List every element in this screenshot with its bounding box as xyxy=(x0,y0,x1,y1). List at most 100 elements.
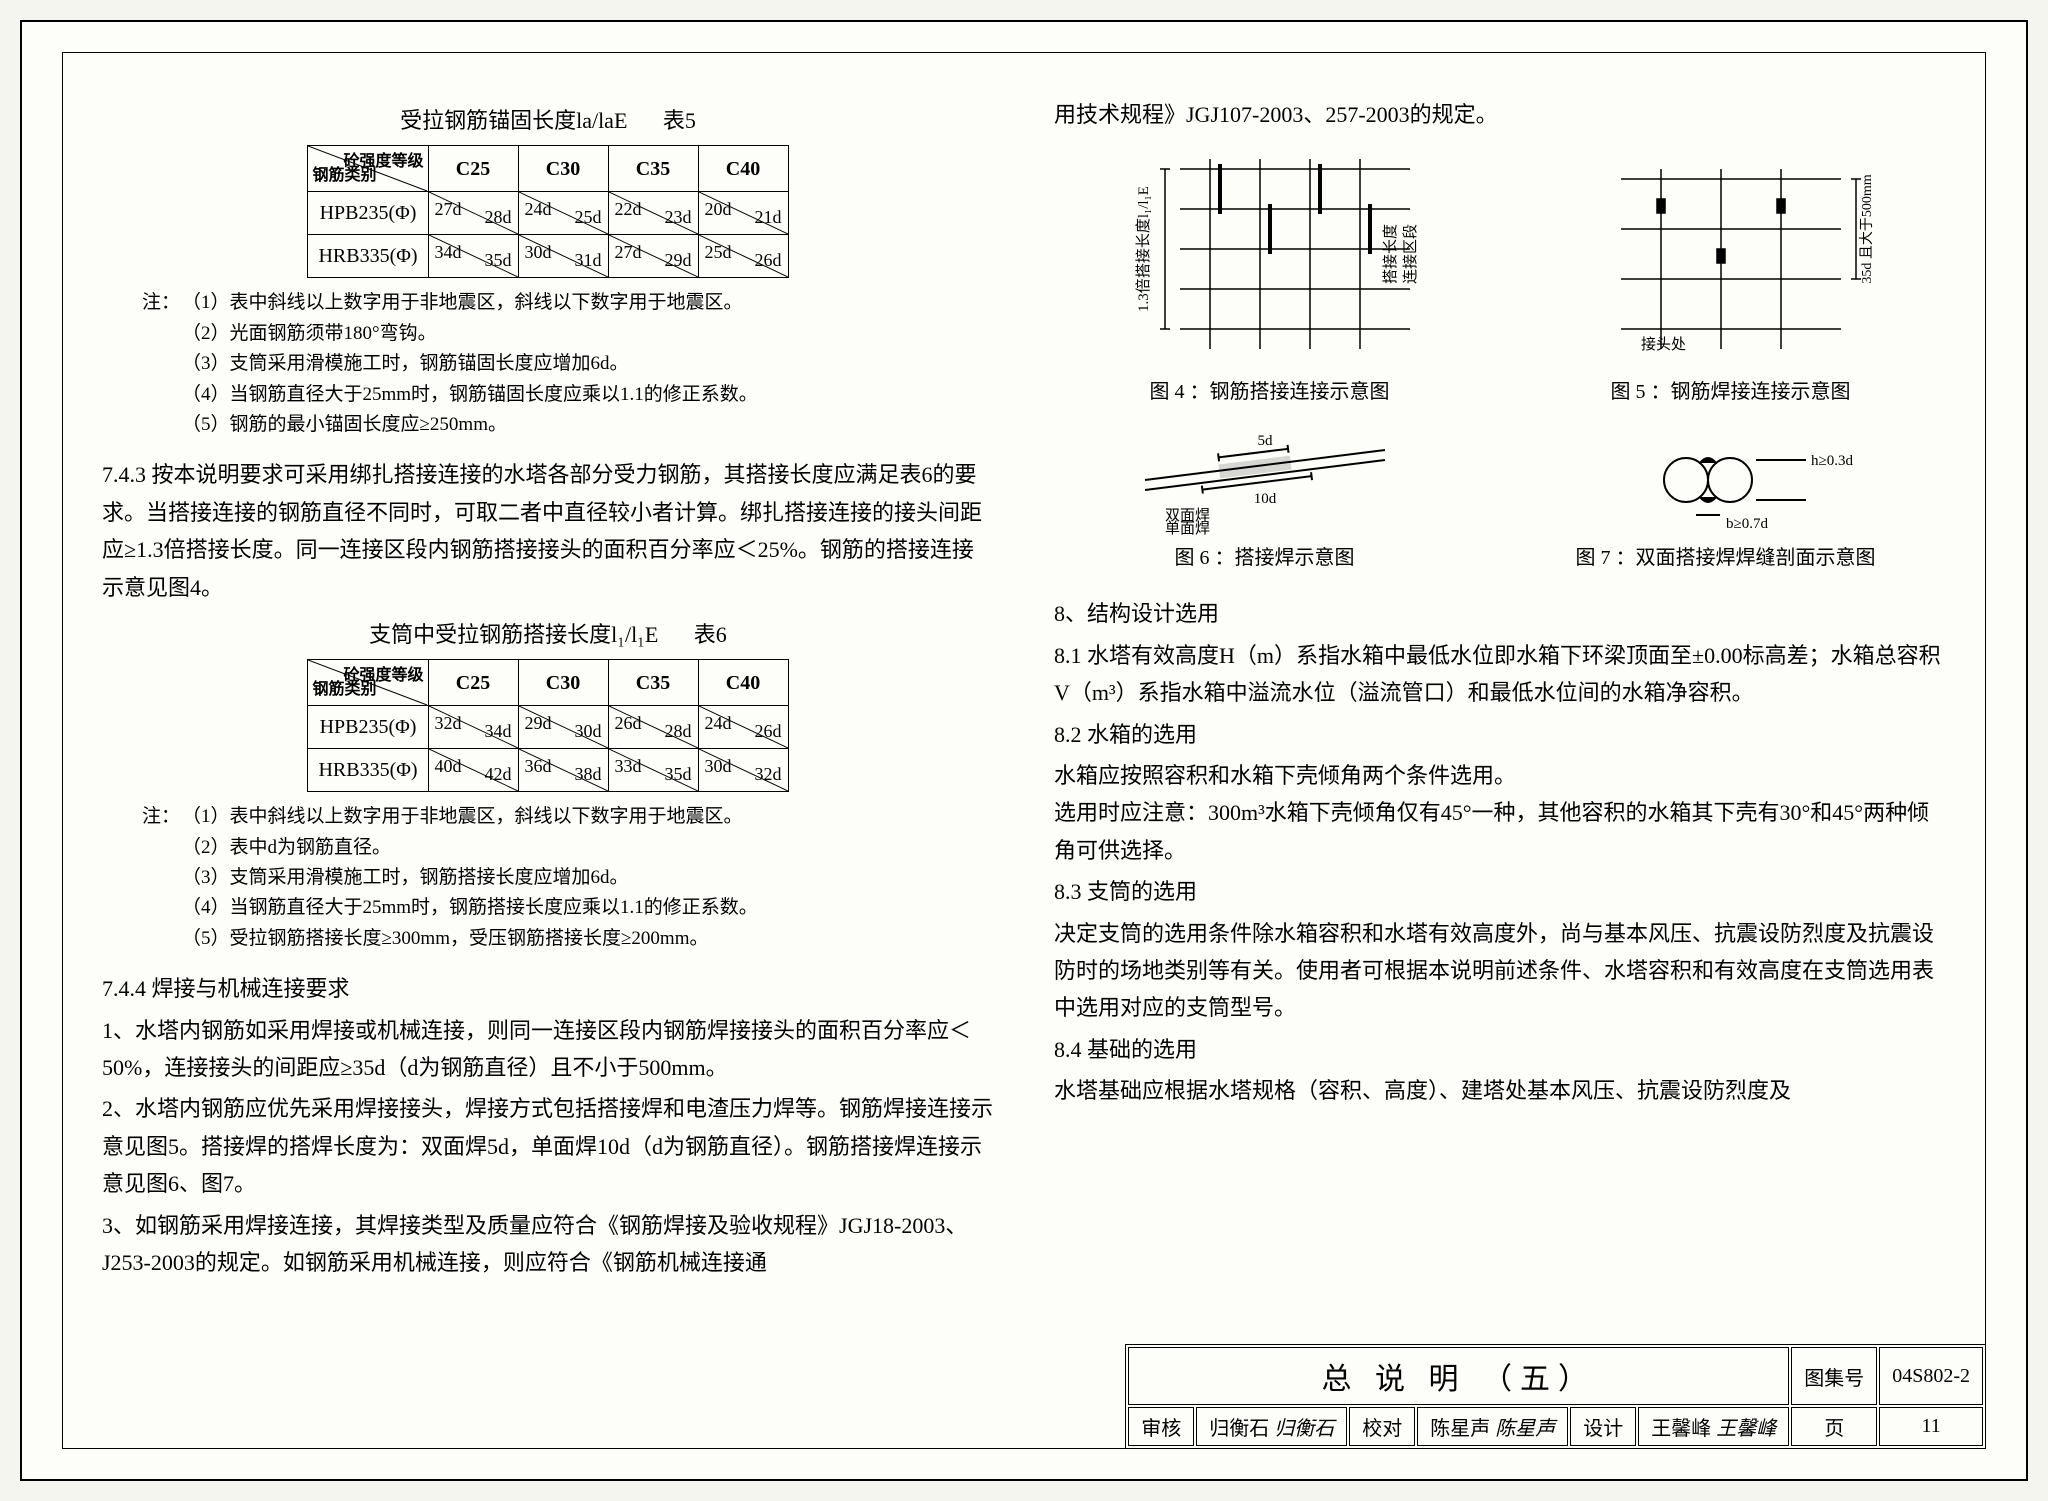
diag-bottom: 钢筋类别 xyxy=(312,676,376,703)
sec-7-4-4-item: 3、如钢筋采用焊接连接，其焊接类型及质量应符合《钢筋焊接及验收规程》JGJ18-… xyxy=(102,1207,994,1282)
cell: 30d32d xyxy=(698,749,788,792)
atlas-value: 04S802-2 xyxy=(1879,1347,1983,1405)
sec-8-3-title: 8.3 支筒的选用 xyxy=(1054,873,1946,910)
para-7-4-3: 7.4.3 按本说明要求可采用绑扎搭接连接的水塔各部分受力钢筋，其搭接长度应满足… xyxy=(102,456,994,606)
table5-title-row: 受拉钢筋锚固长度la/laE 表5 xyxy=(102,102,994,139)
fig6-dim2: 10d xyxy=(1253,491,1276,507)
sec-8-4-title: 8.4 基础的选用 xyxy=(1054,1031,1946,1068)
figure-7: h≥0.3d b≥0.7d 图 7 ：双面搭接焊焊缝剖面示意图 xyxy=(1576,425,1876,575)
table-row: HRB335(Φ) 34d35d 30d31d 27d29d 25d26d xyxy=(308,235,788,278)
note-item: （2）光面钢筋须带180°弯钩。 xyxy=(182,319,437,349)
note-item: （2）表中d为钢筋直径。 xyxy=(182,833,391,863)
fig4-label2: 连接区段 xyxy=(1402,224,1419,284)
row-label: HPB235(Φ) xyxy=(308,706,428,749)
sec-8-title: 8、结构设计选用 xyxy=(1054,595,1946,632)
checker-signature: 陈星声 xyxy=(1495,1418,1555,1440)
table5-notes: 注：（1）表中斜线以上数字用于非地震区，斜线以下数字用于地震区。 （2）光面钢筋… xyxy=(142,288,994,440)
figure-row-2: 5d 10d 双面焊 单面焊 图 6 ：搭接焊示意图 xyxy=(1054,425,1946,575)
sec-8-2-body: 水箱应按照容积和水箱下壳倾角两个条件选用。 选用时应注意：300m³水箱下壳倾角… xyxy=(1054,757,1946,869)
row-label: HRB335(Φ) xyxy=(308,749,428,792)
cell: 36d38d xyxy=(518,749,608,792)
fig6-dim1: 5d xyxy=(1257,433,1273,449)
checker-name: 陈星声 xyxy=(1430,1418,1490,1440)
col-header: C30 xyxy=(518,146,608,192)
table5-title: 受拉钢筋锚固长度la/laE xyxy=(400,108,627,133)
sec-8-1: 8.1 水塔有效高度H（m）系指水箱中最低水位即水箱下环梁顶面至±0.00标高差… xyxy=(1054,637,1946,712)
cell: 27d28d xyxy=(428,192,518,235)
diag-bottom: 钢筋类别 xyxy=(312,162,376,189)
note-item: （5）受拉钢筋搭接长度≥300mm，受压钢筋搭接长度≥200mm。 xyxy=(182,924,708,954)
cell: 26d28d xyxy=(608,706,698,749)
table6-label: 表6 xyxy=(694,622,727,647)
reviewer-name: 归衡石 xyxy=(1209,1418,1269,1440)
col-header: C25 xyxy=(428,660,518,706)
figure-row-1: 1.3倍搭接长度l₁/l₁E 搭接长度 连接区段 图 4 ：钢筋搭接连接示意图 xyxy=(1054,149,1946,409)
table5: 砼强度等级 钢筋类别 C25 C30 C35 C40 HPB235(Φ) 27d… xyxy=(307,145,788,278)
page-number: 11 xyxy=(1879,1407,1983,1446)
cell: 22d23d xyxy=(608,192,698,235)
fig5-label1: 接头处 xyxy=(1641,336,1686,353)
fig4-ylabel: 1.3倍搭接长度l₁/l₁E xyxy=(1135,186,1152,312)
cell: 30d31d xyxy=(518,235,608,278)
figure-4: 1.3倍搭接长度l₁/l₁E 搭接长度 连接区段 图 4 ：钢筋搭接连接示意图 xyxy=(1120,149,1420,409)
col-header: C30 xyxy=(518,660,608,706)
fig4-svg: 1.3倍搭接长度l₁/l₁E 搭接长度 连接区段 xyxy=(1120,149,1420,369)
note-item: （5）钢筋的最小锚固长度应≥250mm。 xyxy=(182,410,507,440)
col-header: C35 xyxy=(608,660,698,706)
reviewer-signature: 归衡石 xyxy=(1274,1418,1334,1440)
sec-7-4-4-item: 2、水塔内钢筋应优先采用焊接接头，焊接方式包括搭接焊和电渣压力焊等。钢筋焊接连接… xyxy=(102,1090,994,1202)
fig7-dim2: b≥0.7d xyxy=(1726,516,1768,532)
note-item: （4）当钢筋直径大于25mm时，钢筋搭接长度应乘以1.1的修正系数。 xyxy=(182,893,758,923)
note-item: （3）支筒采用滑模施工时，钢筋锚固长度应增加6d。 xyxy=(182,349,629,379)
cell: 24d26d xyxy=(698,706,788,749)
checker-cell: 陈星声 陈星声 xyxy=(1417,1407,1568,1446)
cell: 24d25d xyxy=(518,192,608,235)
review-label: 审核 xyxy=(1128,1407,1194,1446)
fig5-caption: 图 5 ：钢筋焊接连接示意图 xyxy=(1581,375,1881,409)
table-row: HRB335(Φ) 40d42d 36d38d 33d35d 30d32d xyxy=(308,749,788,792)
page-label: 页 xyxy=(1791,1407,1877,1446)
sec-7-4-4-title: 7.4.4 焊接与机械连接要求 xyxy=(102,970,994,1007)
cell: 27d29d xyxy=(608,235,698,278)
note-item: （3）支筒采用滑模施工时，钢筋搭接长度应增加6d。 xyxy=(182,863,629,893)
col-header: C40 xyxy=(698,660,788,706)
designer-name: 王馨峰 xyxy=(1651,1418,1711,1440)
sec-8-3-body: 决定支筒的选用条件除水箱容积和水塔有效高度外，尚与基本风压、抗震设防烈度及抗震设… xyxy=(1054,915,1946,1027)
fig6-svg: 5d 10d 双面焊 单面焊 xyxy=(1125,425,1405,535)
note-item: （1）表中斜线以上数字用于非地震区，斜线以下数字用于地震区。 xyxy=(182,802,743,832)
sec-8-2-title: 8.2 水箱的选用 xyxy=(1054,716,1946,753)
cell: 34d35d xyxy=(428,235,518,278)
drawing-sheet: 受拉钢筋锚固长度la/laE 表5 砼强度等级 钢筋类别 C25 C30 C35… xyxy=(20,20,2028,1481)
fig7-dim1: h≥0.3d xyxy=(1811,453,1853,469)
title-block: 总 说 明 （五） 图集号 04S802-2 审核 归衡石 归衡石 校对 陈星声… xyxy=(1125,1344,1986,1449)
table6-notes: 注：（1）表中斜线以上数字用于非地震区，斜线以下数字用于地震区。 （2）表中d为… xyxy=(142,802,994,954)
cell: 29d30d xyxy=(518,706,608,749)
designer-signature: 王馨峰 xyxy=(1716,1418,1776,1440)
table5-label: 表5 xyxy=(663,108,696,133)
cell: 20d21d xyxy=(698,192,788,235)
drawing-title: 总 说 明 （五） xyxy=(1128,1347,1789,1405)
continuation-line: 用技术规程》JGJ107-2003、257-2003的规定。 xyxy=(1054,96,1946,133)
note-item: （4）当钢筋直径大于25mm时，钢筋锚固长度应乘以1.1的修正系数。 xyxy=(182,380,758,410)
designer-cell: 王馨峰 王馨峰 xyxy=(1638,1407,1789,1446)
left-column: 受拉钢筋锚固长度la/laE 表5 砼强度等级 钢筋类别 C25 C30 C35… xyxy=(102,92,994,1269)
figure-5: 接头处 35d 且大于500mm 图 5 ：钢筋焊接连接示意图 xyxy=(1581,149,1881,409)
notes-label: 注： xyxy=(142,288,182,318)
fig7-svg: h≥0.3d b≥0.7d xyxy=(1596,425,1856,535)
table6-title: 支筒中受拉钢筋搭接长度l₁/l₁E xyxy=(369,622,658,647)
row-label: HPB235(Φ) xyxy=(308,192,428,235)
col-header: C35 xyxy=(608,146,698,192)
sec-7-4-4-item: 1、水塔内钢筋如采用焊接或机械连接，则同一连接区段内钢筋焊接接头的面积百分率应＜… xyxy=(102,1012,994,1087)
table6-title-row: 支筒中受拉钢筋搭接长度l₁/l₁E 表6 xyxy=(102,616,994,653)
design-label: 设计 xyxy=(1570,1407,1636,1446)
fig6-label2: 单面焊 xyxy=(1165,520,1210,535)
fig4-label1: 搭接长度 xyxy=(1382,224,1399,284)
sec-8-4-body: 水塔基础应根据水塔规格（容积、高度）、建塔处基本风压、抗震设防烈度及 xyxy=(1054,1072,1946,1109)
check-label: 校对 xyxy=(1349,1407,1415,1446)
cell: 40d42d xyxy=(428,749,518,792)
notes-label: 注： xyxy=(142,802,182,832)
cell: 32d34d xyxy=(428,706,518,749)
fig5-label2: 35d 且大于500mm xyxy=(1859,175,1875,284)
table-row: HPB235(Φ) 27d28d 24d25d 22d23d 20d21d xyxy=(308,192,788,235)
fig6-caption: 图 6 ：搭接焊示意图 xyxy=(1125,541,1405,575)
